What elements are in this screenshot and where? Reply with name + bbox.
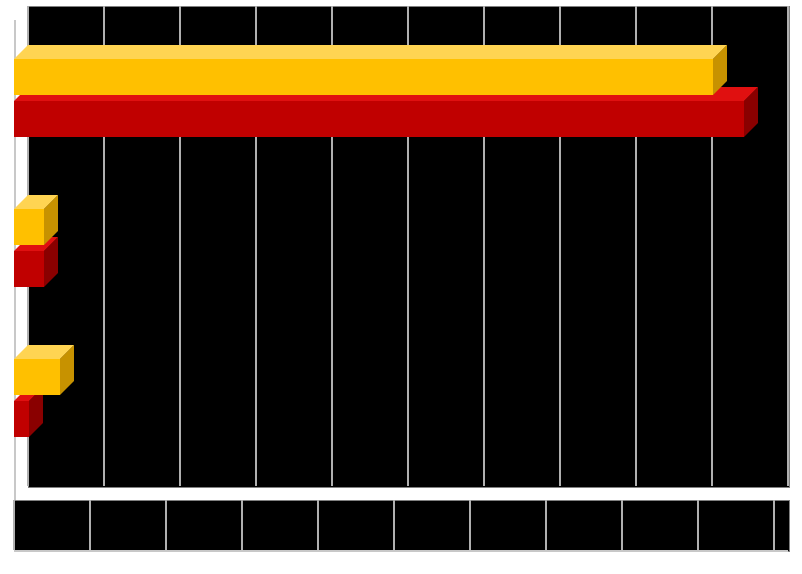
floor-tick [545,500,547,550]
x-axis-line [14,550,788,552]
bar-group-3-series-red [14,101,744,137]
floor-tick [317,500,319,550]
chart-floor [14,500,790,552]
bar-group-2-series-yellow [14,209,44,245]
bar-group-2-series-red [14,251,44,287]
floor-tick [165,500,167,550]
gridline [787,6,789,486]
floor-tick [13,500,15,550]
bar-group-1-series-red [14,401,29,437]
floor-tick [469,500,471,550]
floor-tick [773,500,775,550]
chart-stage [0,0,802,574]
floor-tick [89,500,91,550]
floor-tick [241,500,243,550]
floor-tick [697,500,699,550]
floor-tick [393,500,395,550]
bar-group-3-series-yellow [14,59,713,95]
bar-group-1-series-yellow [14,359,60,395]
floor-tick [621,500,623,550]
